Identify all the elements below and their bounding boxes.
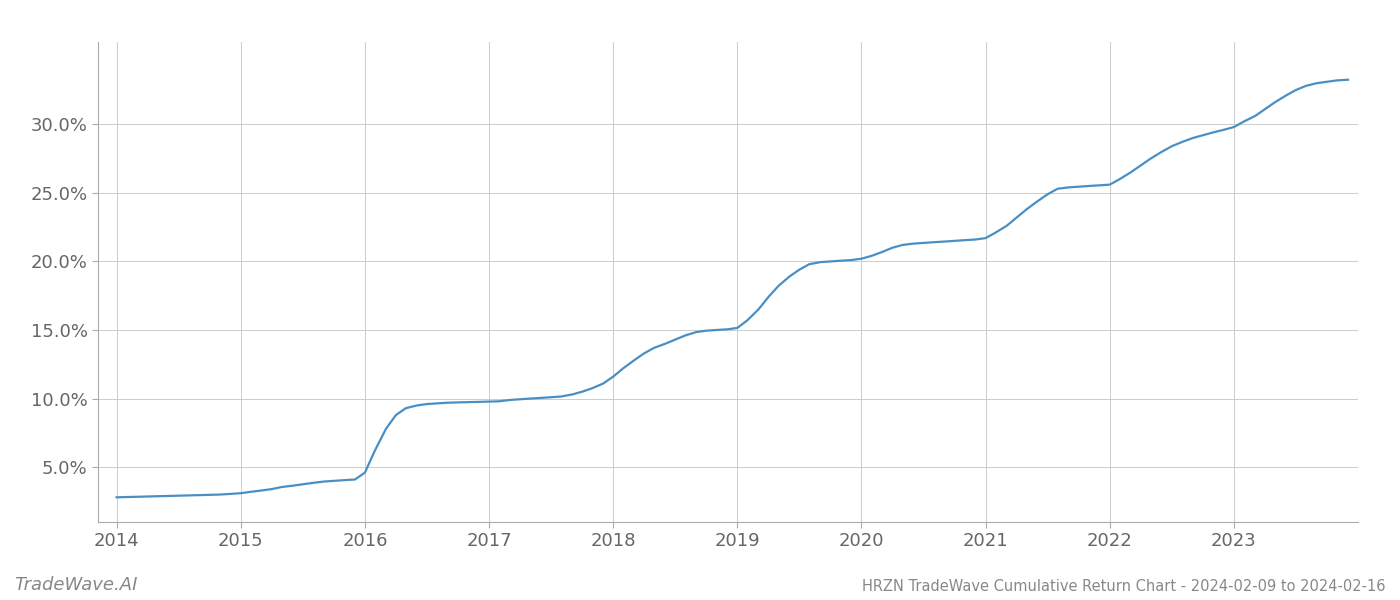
Text: TradeWave.AI: TradeWave.AI [14,576,137,594]
Text: HRZN TradeWave Cumulative Return Chart - 2024-02-09 to 2024-02-16: HRZN TradeWave Cumulative Return Chart -… [862,579,1386,594]
